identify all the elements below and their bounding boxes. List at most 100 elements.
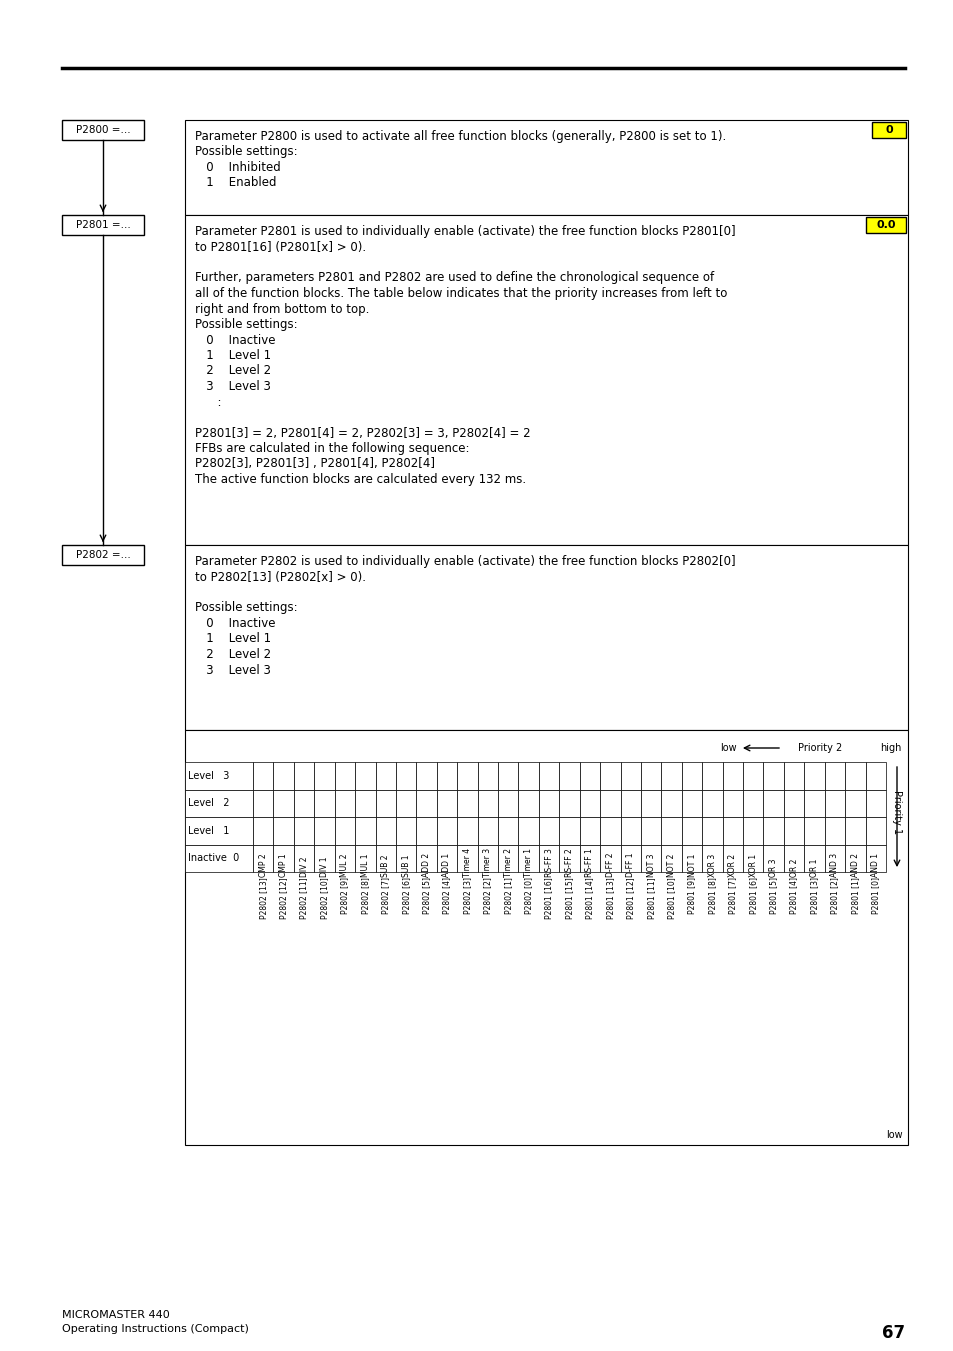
Text: P2802 [0]: P2802 [0] xyxy=(523,877,533,915)
Text: SUB 1: SUB 1 xyxy=(401,854,410,877)
FancyBboxPatch shape xyxy=(497,817,517,844)
Text: 2    Level 2: 2 Level 2 xyxy=(194,365,271,377)
FancyBboxPatch shape xyxy=(355,817,375,844)
FancyBboxPatch shape xyxy=(864,817,885,844)
FancyBboxPatch shape xyxy=(864,789,885,817)
Text: P2802 [2]: P2802 [2] xyxy=(483,877,492,913)
Text: DIV 1: DIV 1 xyxy=(319,857,329,877)
FancyBboxPatch shape xyxy=(579,762,599,789)
Text: The active function blocks are calculated every 132 ms.: The active function blocks are calculate… xyxy=(194,473,525,486)
Text: :: : xyxy=(194,396,221,408)
Text: P2801 [11]: P2801 [11] xyxy=(646,877,655,919)
FancyBboxPatch shape xyxy=(701,789,721,817)
Text: AND 2: AND 2 xyxy=(850,852,859,877)
FancyBboxPatch shape xyxy=(701,762,721,789)
Text: P2801 [13]: P2801 [13] xyxy=(605,877,614,919)
FancyBboxPatch shape xyxy=(640,789,660,817)
Text: 0.0: 0.0 xyxy=(876,220,895,230)
FancyBboxPatch shape xyxy=(477,844,497,871)
Text: P2802 [10]: P2802 [10] xyxy=(319,877,329,919)
FancyBboxPatch shape xyxy=(681,844,701,871)
Text: 67: 67 xyxy=(881,1324,904,1342)
FancyBboxPatch shape xyxy=(660,789,681,817)
Text: P2802 [4]: P2802 [4] xyxy=(442,877,451,915)
FancyBboxPatch shape xyxy=(783,844,803,871)
FancyBboxPatch shape xyxy=(783,789,803,817)
FancyBboxPatch shape xyxy=(599,762,619,789)
FancyBboxPatch shape xyxy=(62,544,144,565)
FancyBboxPatch shape xyxy=(185,120,907,215)
Text: Timer 4: Timer 4 xyxy=(462,848,472,877)
FancyBboxPatch shape xyxy=(375,789,395,817)
Text: to P2802[13] (P2802[x] > 0).: to P2802[13] (P2802[x] > 0). xyxy=(194,570,366,584)
FancyBboxPatch shape xyxy=(497,844,517,871)
FancyBboxPatch shape xyxy=(185,789,253,817)
Text: P2801 [15]: P2801 [15] xyxy=(564,877,574,919)
FancyBboxPatch shape xyxy=(477,762,497,789)
Text: Timer 2: Timer 2 xyxy=(503,848,512,877)
FancyBboxPatch shape xyxy=(436,817,456,844)
Text: MUL 1: MUL 1 xyxy=(360,854,370,877)
FancyBboxPatch shape xyxy=(185,817,253,844)
FancyBboxPatch shape xyxy=(62,120,144,141)
FancyBboxPatch shape xyxy=(721,844,742,871)
Text: 3    Level 3: 3 Level 3 xyxy=(194,380,271,393)
FancyBboxPatch shape xyxy=(538,762,558,789)
Text: CMP 1: CMP 1 xyxy=(279,854,288,877)
Text: OR 3: OR 3 xyxy=(768,858,778,877)
Text: Level   2: Level 2 xyxy=(188,798,230,808)
FancyBboxPatch shape xyxy=(864,844,885,871)
Text: Parameter P2801 is used to individually enable (activate) the free function bloc: Parameter P2801 is used to individually … xyxy=(194,226,735,238)
Text: P2801 [12]: P2801 [12] xyxy=(625,877,635,919)
FancyBboxPatch shape xyxy=(599,844,619,871)
FancyBboxPatch shape xyxy=(395,762,416,789)
FancyBboxPatch shape xyxy=(517,817,538,844)
Text: Timer 3: Timer 3 xyxy=(483,848,492,877)
Text: D-FF 1: D-FF 1 xyxy=(625,852,635,877)
Text: 1    Level 1: 1 Level 1 xyxy=(194,349,271,362)
FancyBboxPatch shape xyxy=(660,844,681,871)
Text: 3    Level 3: 3 Level 3 xyxy=(194,663,271,677)
FancyBboxPatch shape xyxy=(844,789,864,817)
Text: MICROMASTER 440: MICROMASTER 440 xyxy=(62,1310,170,1320)
Text: NOT 2: NOT 2 xyxy=(666,854,676,877)
FancyBboxPatch shape xyxy=(599,789,619,817)
Text: low: low xyxy=(720,743,737,753)
Text: P2801 [4]: P2801 [4] xyxy=(789,877,798,915)
FancyBboxPatch shape xyxy=(864,762,885,789)
Text: AND 1: AND 1 xyxy=(870,852,880,877)
Text: XOR 2: XOR 2 xyxy=(727,854,737,877)
Text: all of the function blocks. The table below indicates that the priority increase: all of the function blocks. The table be… xyxy=(194,286,726,300)
Text: P2801[3] = 2, P2801[4] = 2, P2802[3] = 3, P2802[4] = 2: P2801[3] = 2, P2801[4] = 2, P2802[3] = 3… xyxy=(194,427,530,439)
Text: OR 2: OR 2 xyxy=(789,859,798,877)
Text: Priority 1: Priority 1 xyxy=(891,790,901,834)
Text: 0    Inhibited: 0 Inhibited xyxy=(194,161,280,174)
Text: P2801 [8]: P2801 [8] xyxy=(707,877,717,913)
FancyBboxPatch shape xyxy=(497,762,517,789)
Text: Further, parameters P2801 and P2802 are used to define the chronological sequenc: Further, parameters P2801 and P2802 are … xyxy=(194,272,714,285)
FancyBboxPatch shape xyxy=(619,762,640,789)
Text: 2    Level 2: 2 Level 2 xyxy=(194,648,271,661)
FancyBboxPatch shape xyxy=(314,762,335,789)
FancyBboxPatch shape xyxy=(824,762,844,789)
FancyBboxPatch shape xyxy=(538,844,558,871)
FancyBboxPatch shape xyxy=(803,817,824,844)
FancyBboxPatch shape xyxy=(253,789,274,817)
Text: P2801 [7]: P2801 [7] xyxy=(727,877,737,915)
Text: P2802 [8]: P2802 [8] xyxy=(360,877,370,913)
FancyBboxPatch shape xyxy=(701,844,721,871)
FancyBboxPatch shape xyxy=(803,762,824,789)
FancyBboxPatch shape xyxy=(865,218,905,232)
FancyBboxPatch shape xyxy=(355,844,375,871)
FancyBboxPatch shape xyxy=(185,844,253,871)
Text: FFBs are calculated in the following sequence:: FFBs are calculated in the following seq… xyxy=(194,442,469,455)
FancyBboxPatch shape xyxy=(185,762,253,789)
Text: Timer 1: Timer 1 xyxy=(523,848,533,877)
FancyBboxPatch shape xyxy=(783,762,803,789)
FancyBboxPatch shape xyxy=(436,762,456,789)
FancyBboxPatch shape xyxy=(844,844,864,871)
Text: P2801 [14]: P2801 [14] xyxy=(585,877,594,919)
Text: Possible settings:: Possible settings: xyxy=(194,601,297,615)
Text: P2802 [12]: P2802 [12] xyxy=(279,877,288,919)
Text: low: low xyxy=(885,1129,902,1140)
